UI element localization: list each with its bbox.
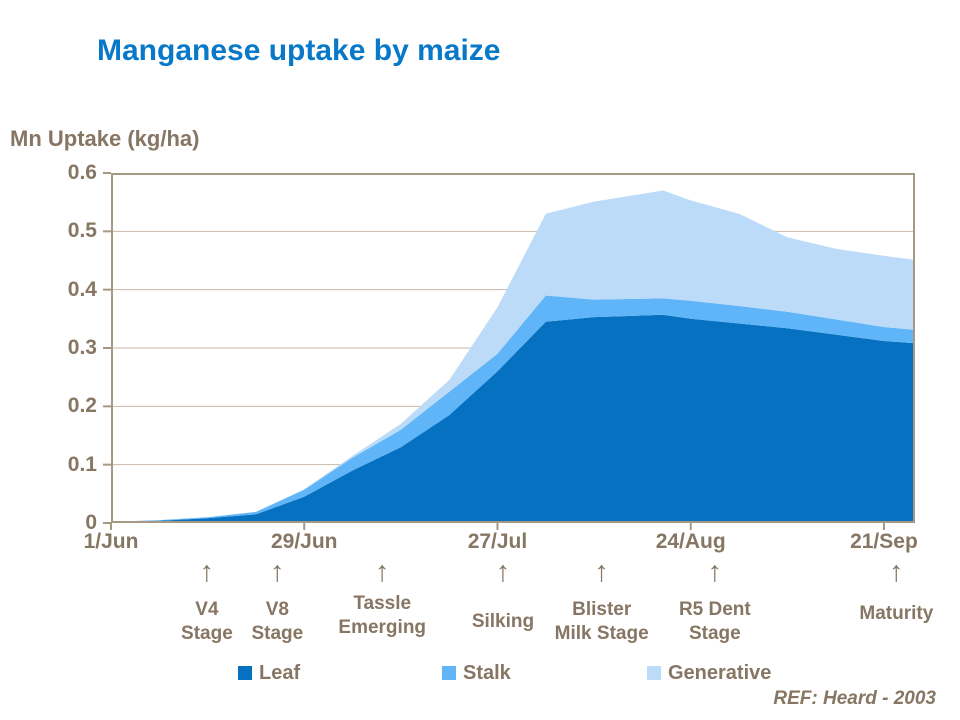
legend-label: Generative bbox=[668, 662, 772, 684]
y-tick-label: 0.2 bbox=[67, 394, 97, 418]
stacked-area-chart bbox=[103, 172, 915, 530]
y-tick-label: 0.5 bbox=[67, 219, 97, 243]
y-tick-label: 0.6 bbox=[67, 161, 97, 184]
stage-arrow-icon: ↑ bbox=[199, 556, 215, 588]
area-leaf bbox=[111, 314, 915, 523]
stage-label: Blister Milk Stage bbox=[554, 599, 649, 644]
page-title: Manganese uptake by maize bbox=[97, 34, 501, 67]
area-generative bbox=[111, 190, 915, 522]
stage-arrow-icon: ↑ bbox=[374, 556, 390, 588]
stage-label: R5 Dent Stage bbox=[678, 599, 751, 644]
stage-arrow-icon: ↑ bbox=[707, 556, 723, 588]
legend-swatch-generative bbox=[647, 666, 661, 680]
area-stalk bbox=[111, 295, 915, 522]
plot-frame bbox=[111, 173, 915, 523]
legend-item: Generative bbox=[647, 662, 771, 684]
reference-note: REF: Heard - 2003 bbox=[773, 688, 936, 709]
legend-item: Stalk bbox=[442, 662, 511, 684]
y-axis-title: Mn Uptake (kg/ha) bbox=[10, 126, 200, 151]
x-tick-label: 24/Aug bbox=[655, 530, 726, 553]
y-tick-label: 0.1 bbox=[67, 452, 97, 476]
stage-arrow-icon: ↑ bbox=[594, 556, 609, 588]
legend-label: Leaf bbox=[259, 662, 301, 684]
legend-swatch-leaf bbox=[238, 666, 252, 680]
legend-swatch-stalk bbox=[442, 666, 456, 680]
y-tick-label: 0.3 bbox=[67, 336, 97, 359]
stage-arrow-icon: ↑ bbox=[270, 556, 285, 588]
x-tick-label: 29/Jun bbox=[270, 530, 338, 553]
x-tick-label: 21/Sep bbox=[850, 530, 918, 553]
y-tick-label: 0.4 bbox=[67, 277, 97, 301]
stage-arrow-icon: ↑ bbox=[495, 556, 511, 588]
stage-label: Maturity bbox=[859, 603, 934, 624]
legend-label: Stalk bbox=[463, 662, 511, 684]
stage-label: V8 Stage bbox=[251, 599, 304, 644]
stage-label: V4 Stage bbox=[181, 599, 233, 644]
legend-item: Leaf bbox=[238, 662, 300, 684]
x-tick-label: 27/Jul bbox=[467, 530, 528, 553]
stage-label: Silking bbox=[471, 611, 535, 632]
x-tick-label: 1/Jun bbox=[83, 530, 139, 553]
stage-label: Tassle Emerging bbox=[338, 593, 427, 638]
y-tick-label: 0 bbox=[85, 511, 97, 534]
stage-arrow-icon: ↑ bbox=[889, 556, 904, 588]
